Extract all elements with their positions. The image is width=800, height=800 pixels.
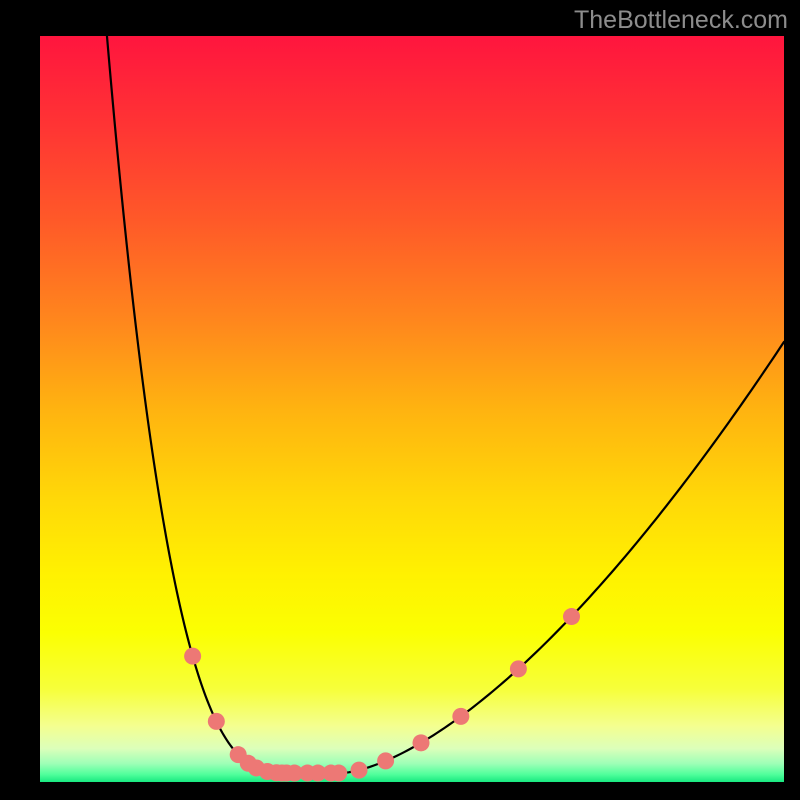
curve-marker — [351, 762, 368, 779]
curve-marker — [510, 660, 527, 677]
watermark-text: TheBottleneck.com — [574, 6, 788, 35]
curve-marker — [452, 708, 469, 725]
curve-marker — [230, 746, 247, 763]
bottleneck-curve-chart — [40, 36, 784, 782]
curve-marker — [184, 648, 201, 665]
gradient-background — [40, 36, 784, 782]
curve-marker — [563, 608, 580, 625]
curve-marker — [377, 752, 394, 769]
curve-marker — [208, 713, 225, 730]
curve-marker — [330, 765, 347, 782]
curve-marker — [413, 734, 430, 751]
chart-stage: TheBottleneck.com — [0, 0, 800, 800]
